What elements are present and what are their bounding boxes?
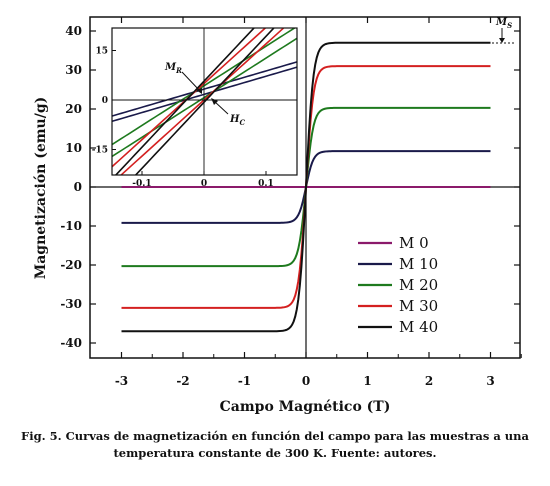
inset-x-tick-label: -0.1 bbox=[132, 179, 151, 189]
y-tick-label: -10 bbox=[60, 219, 82, 233]
legend: M 0 M 10 M 20 M 30 M 40 bbox=[358, 234, 438, 336]
inset-ticks: -0.1 0 0.1 -15 0 15 bbox=[92, 47, 274, 190]
x-tick-label: 1 bbox=[363, 374, 371, 388]
figure-caption: Fig. 5. Curvas de magnetización en funci… bbox=[0, 428, 550, 462]
y-tick-label: 40 bbox=[65, 24, 82, 38]
caption-line-2: temperatura constante de 300 K. Fuente: … bbox=[113, 446, 437, 460]
y-axis-title: Magnetización (emu/g) bbox=[33, 97, 49, 280]
inset-y-tick-label: 0 bbox=[102, 96, 108, 106]
y-tick-label: 30 bbox=[65, 63, 82, 77]
y-tick-label: 10 bbox=[65, 141, 82, 155]
y-tick-label: -40 bbox=[60, 336, 82, 350]
hc-arrow-head bbox=[211, 98, 218, 105]
y-tick-label: 0 bbox=[74, 180, 82, 194]
legend-label: M 30 bbox=[399, 297, 438, 315]
x-tick-label: 3 bbox=[486, 374, 494, 388]
legend-label: M 20 bbox=[399, 276, 438, 294]
y-tick-label: -20 bbox=[60, 258, 82, 272]
caption-line-1: Fig. 5. Curvas de magnetización en funci… bbox=[21, 429, 529, 443]
x-tick-label: -3 bbox=[115, 374, 128, 388]
legend-label: M 40 bbox=[399, 318, 438, 336]
ms-arrow-head bbox=[499, 38, 505, 43]
y-tick-label: -30 bbox=[60, 297, 82, 311]
y-tick-label: 20 bbox=[65, 102, 82, 116]
y-axis-ticks: -40 -30 -20 -10 0 10 20 30 40 bbox=[60, 24, 520, 350]
mr-arrow-head bbox=[196, 88, 202, 94]
x-tick-label: -1 bbox=[238, 374, 251, 388]
inset-hysteresis: -0.1 0 0.1 -15 0 15 MR HC bbox=[92, 27, 298, 190]
series-lines bbox=[121, 41, 491, 333]
mr-arrow-line bbox=[181, 71, 201, 92]
legend-label: M 10 bbox=[399, 255, 438, 273]
x-tick-label: 0 bbox=[302, 374, 310, 388]
ms-annotation: MS bbox=[495, 17, 512, 30]
inset-y-tick-label: 15 bbox=[95, 47, 108, 57]
x-tick-label: -2 bbox=[176, 374, 189, 388]
x-axis-title: Campo Magnético (T) bbox=[220, 399, 391, 415]
inset-x-tick-label: 0.1 bbox=[258, 179, 274, 189]
legend-label: M 0 bbox=[399, 234, 429, 252]
mr-annotation: MR bbox=[164, 62, 182, 75]
inset-y-tick-label: -15 bbox=[92, 146, 108, 156]
hc-arrow-line bbox=[213, 100, 229, 115]
x-tick-label: 2 bbox=[425, 374, 433, 388]
inset-x-tick-label: 0 bbox=[201, 179, 207, 189]
x-axis-ticks: -3 -2 -1 0 1 2 3 bbox=[115, 17, 522, 388]
hc-annotation: HC bbox=[229, 114, 245, 127]
